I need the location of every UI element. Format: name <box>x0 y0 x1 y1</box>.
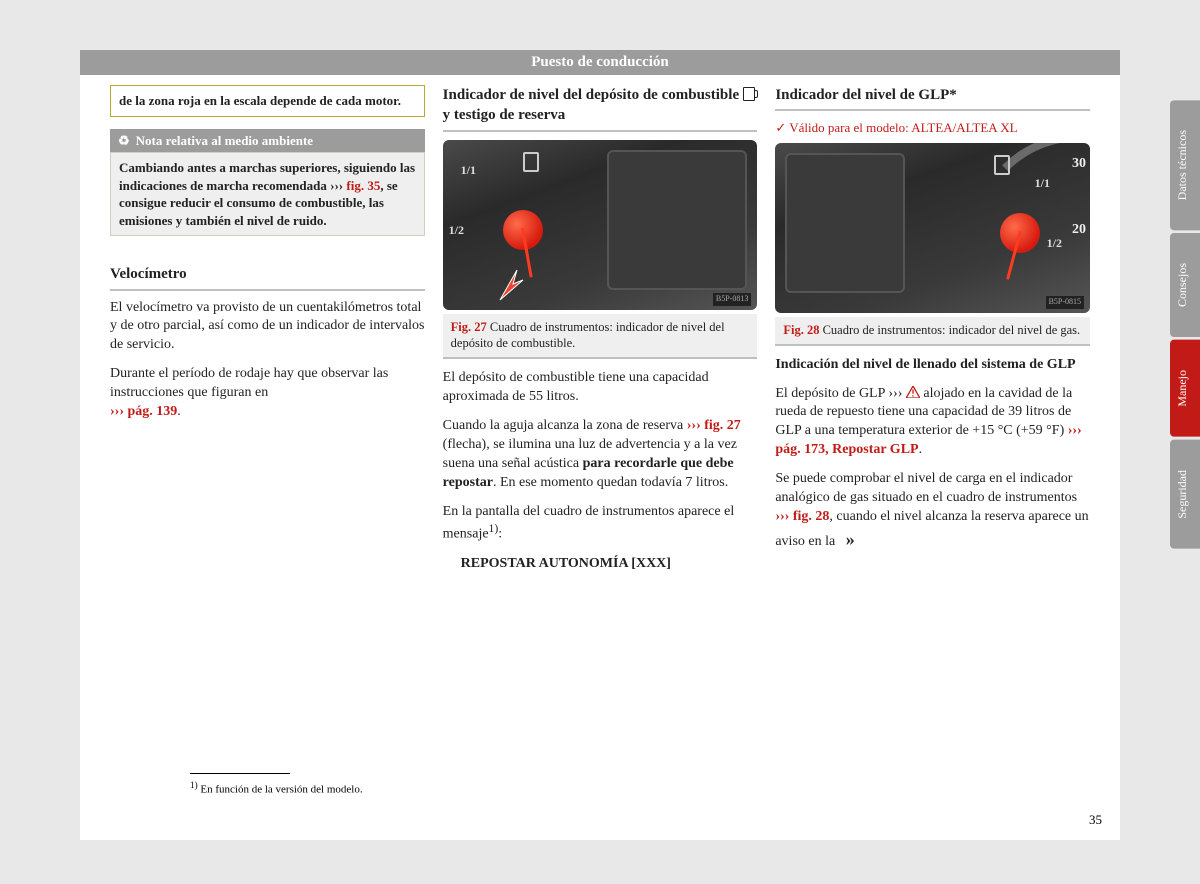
fig28-label: Fig. 28 <box>783 323 819 337</box>
footnote-marker: 1) <box>489 522 499 535</box>
fuel-title-post: y testigo de reserva <box>443 107 566 123</box>
footnote-sup: 1) <box>190 780 198 790</box>
glp-p2-pre: Se puede comprobar el nivel de carga en … <box>775 471 1077 505</box>
tick-full: 1/1 <box>461 162 476 178</box>
display-panel <box>607 150 747 290</box>
eco-title-text: Nota relativa al medio ambiente <box>136 132 313 150</box>
figure-28: 1/1 1/2 30 20 B5P-0815 <box>775 143 1090 313</box>
eco-note-title: ♻ Nota relativa al medio ambiente <box>110 129 425 153</box>
valid-model-line: ✓ Válido para el modelo: ALTEA/ALTEA XL <box>775 119 1090 137</box>
tab-consejos[interactable]: Consejos <box>1170 233 1200 337</box>
figure-code: B5P-0815 <box>1046 296 1084 309</box>
footnote-rule <box>190 773 290 774</box>
velocimetro-p1: El velocímetro va provisto de un cuentak… <box>110 299 425 356</box>
page-number: 35 <box>1089 812 1102 828</box>
content-columns: de la zona roja en la escala depende de … <box>80 75 1120 584</box>
fuel-p2: Cuando la aguja alcanza la zona de reser… <box>443 417 758 493</box>
arrow-icon <box>495 262 535 302</box>
rpm-30: 30 <box>1072 155 1086 174</box>
column-middle: Indicador de nivel del depósito de combu… <box>443 85 758 584</box>
fig27-label: Fig. 27 <box>451 320 487 334</box>
footnote: 1) En función de la versión del modelo. <box>190 780 363 796</box>
fig28-ref: ››› fig. 28 <box>775 509 829 524</box>
tab-datos-tecnicos[interactable]: Datos técnicos <box>1170 100 1200 230</box>
gas-gauge-icon <box>994 155 1010 175</box>
velocimetro-p2: Durante el período de rodaje hay que obs… <box>110 365 425 422</box>
display-panel <box>785 153 905 293</box>
glp-indicator-title: Indicador del nivel de GLP* <box>775 85 1090 111</box>
glp-p2: Se puede comprobar el nivel de carga en … <box>775 470 1090 552</box>
warning-triangle-icon <box>906 386 920 398</box>
glp-p1: El depósito de GLP ››› alojado en la cav… <box>775 385 1090 461</box>
fuel-p2-post: . En ese momento quedan todavía 7 litros… <box>493 475 728 490</box>
manual-page: Puesto de conducción de la zona roja en … <box>80 50 1120 840</box>
footnote-text: En función de la versión del modelo. <box>198 784 363 796</box>
recycle-icon: ♻ <box>118 132 130 150</box>
glp-p1-post: . <box>919 442 923 457</box>
side-tabs: Datos técnicos Consejos Manejo Seguridad <box>1170 100 1200 552</box>
fig-ref: fig. 35 <box>346 178 380 193</box>
figure-27: 1/1 1/2 B5P-0813 <box>443 140 758 310</box>
eco-note-body: Cambiando antes a marchas superiores, si… <box>110 152 425 236</box>
warn-box: de la zona roja en la escala depende de … <box>110 85 425 117</box>
figure-code: B5P-0813 <box>713 293 751 306</box>
fuel-p2-pre: Cuando la aguja alcanza la zona de reser… <box>443 418 687 433</box>
figure-28-caption: Fig. 28 Cuadro de instrumentos: indicado… <box>775 317 1090 346</box>
tick-half: 1/2 <box>1047 235 1062 251</box>
eco-note: ♻ Nota relativa al medio ambiente Cambia… <box>110 129 425 237</box>
fuel-p3-post: : <box>498 527 502 542</box>
figure-27-caption: Fig. 27 Cuadro de instrumentos: indicado… <box>443 314 758 360</box>
rpm-20: 20 <box>1072 221 1086 240</box>
tab-manejo[interactable]: Manejo <box>1170 340 1200 437</box>
fig27-caption-text: Cuadro de instrumentos: indicador de niv… <box>451 320 725 351</box>
tab-seguridad[interactable]: Seguridad <box>1170 440 1200 549</box>
velocimetro-title: Velocímetro <box>110 264 425 290</box>
column-left: de la zona roja en la escala depende de … <box>110 85 425 584</box>
glp-p1-pre: El depósito de GLP ››› <box>775 386 906 401</box>
fuel-gauge-icon <box>523 152 539 172</box>
p2-pre: Durante el período de rodaje hay que obs… <box>110 366 388 400</box>
glp-subtitle: Indicación del nivel de llenado del sist… <box>775 356 1090 375</box>
p2-post: . <box>177 404 181 419</box>
fuel-indicator-title: Indicador de nivel del depósito de combu… <box>443 85 758 132</box>
fig28-caption-text: Cuadro de instrumentos: indicador del ni… <box>819 323 1080 337</box>
repostar-message: REPOSTAR AUTONOMÍA [XXX] <box>443 555 758 574</box>
fuel-pump-icon <box>743 87 755 101</box>
page-ref-139: ››› pág. 139 <box>110 404 177 419</box>
continue-marker: » <box>846 529 855 549</box>
fuel-title-pre: Indicador de nivel del depósito de combu… <box>443 87 743 103</box>
fig27-ref: ››› fig. 27 <box>687 418 741 433</box>
section-header: Puesto de conducción <box>80 50 1120 75</box>
tick-full: 1/1 <box>1035 175 1050 191</box>
fuel-p3: En la pantalla del cuadro de instrumento… <box>443 503 758 545</box>
column-right: Indicador del nivel de GLP* ✓ Válido par… <box>775 85 1090 584</box>
fuel-p1: El depósito de combustible tiene una cap… <box>443 369 758 407</box>
tick-half: 1/2 <box>449 222 464 238</box>
fuel-p3-pre: En la pantalla del cuadro de instrumento… <box>443 504 735 543</box>
